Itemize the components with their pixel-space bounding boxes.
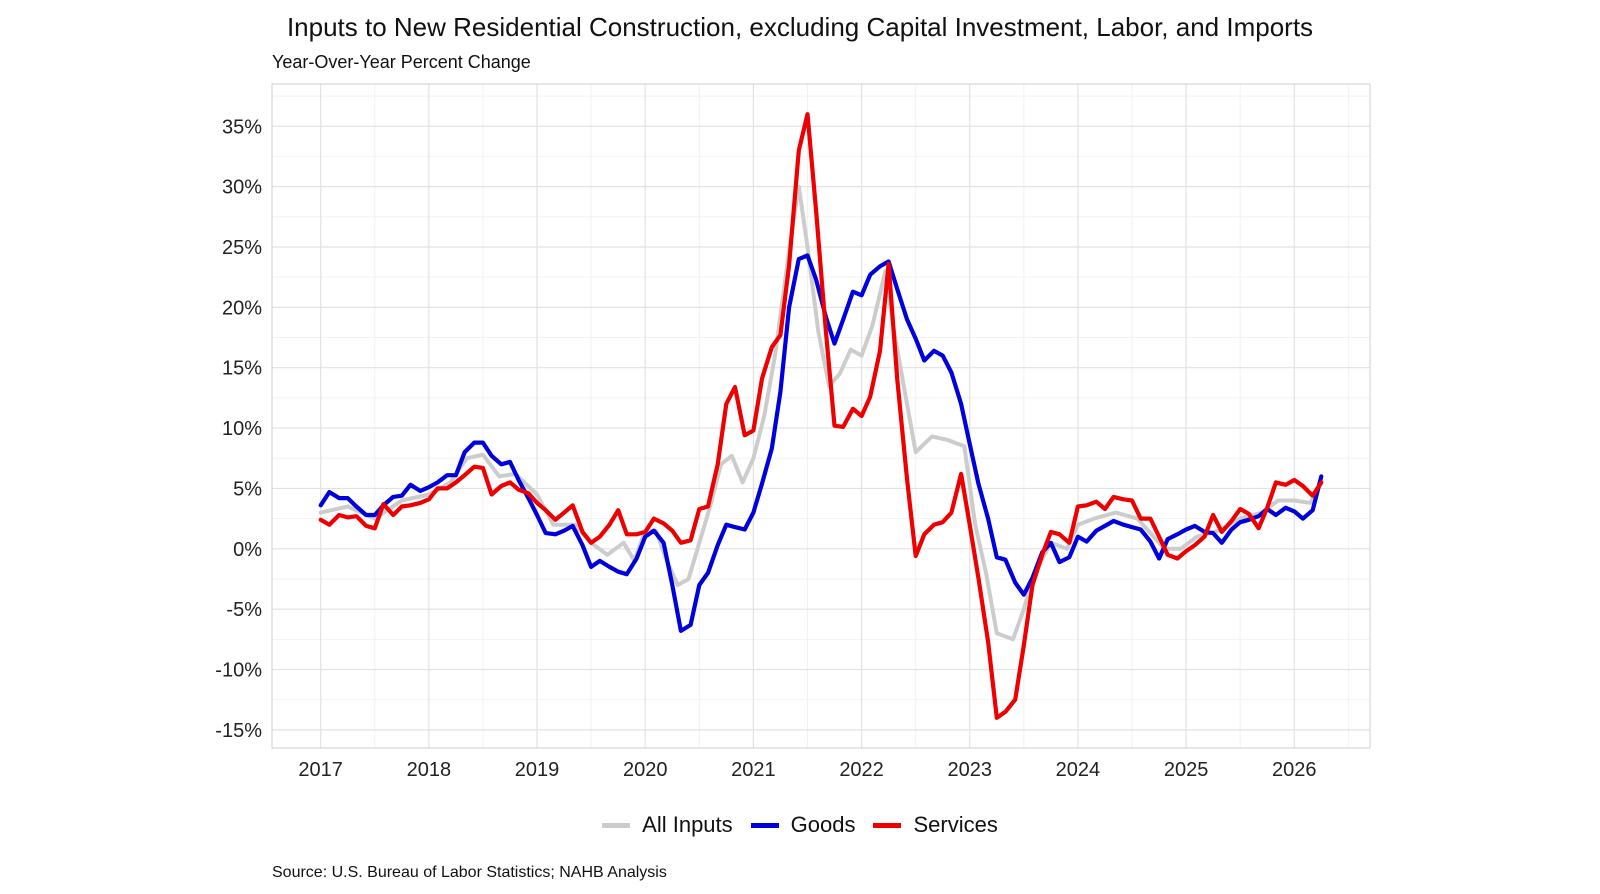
- y-tick-label: -10%: [215, 660, 262, 682]
- y-tick-label: -5%: [226, 599, 262, 621]
- legend-label-goods: Goods: [790, 812, 856, 837]
- x-tick-label: 2026: [1272, 759, 1317, 781]
- x-tick-label: 2017: [298, 759, 343, 781]
- series-line-goods: [318, 253, 1324, 633]
- plot-border: [271, 83, 1371, 749]
- chart-title: Inputs to New Residential Construction, …: [286, 12, 1314, 42]
- y-tick-label: 5%: [233, 478, 262, 500]
- line-chart: 35% 30% 25% 20% 15% 10% 5% 0% -5% -10% -15% 2017 201…: [215, 83, 1371, 781]
- legend-label-all-inputs: All Inputs: [642, 812, 733, 837]
- y-tick-label: -15%: [215, 720, 262, 742]
- axis-layer: 35% 30% 25% 20% 15% 10% 5% 0% -5% -10% -15% 2017 201…: [215, 116, 1316, 781]
- y-tick-label: 20%: [222, 297, 262, 319]
- legend-label-services: Services: [913, 812, 998, 837]
- y-tick-label: 0%: [233, 539, 262, 561]
- x-tick-label: 2021: [731, 759, 776, 781]
- x-tick-label: 2023: [947, 759, 992, 781]
- legend-swatch-services: [873, 822, 902, 828]
- source-note: Source: U.S. Bureau of Labor Statistics;…: [272, 864, 667, 881]
- chart-subtitle: Year-Over-Year Percent Change: [272, 52, 531, 72]
- legend: All Inputs Goods Services: [0, 812, 1600, 838]
- y-tick-label: 10%: [222, 418, 262, 440]
- legend-item-goods: Goods: [750, 812, 856, 838]
- grid-layer: [272, 84, 1370, 748]
- x-tick-label: 2019: [515, 759, 560, 781]
- x-tick-label: 2025: [1164, 759, 1209, 781]
- y-tick-label: 25%: [222, 237, 262, 259]
- legend-item-services: Services: [873, 812, 998, 838]
- y-tick-label: 15%: [222, 358, 262, 380]
- series-layer: [318, 112, 1324, 720]
- x-tick-label: 2024: [1056, 759, 1101, 781]
- legend-item-all-inputs: All Inputs: [602, 812, 733, 838]
- series-line-services: [318, 112, 1324, 720]
- legend-swatch-all-inputs: [602, 822, 631, 828]
- x-tick-label: 2020: [623, 759, 668, 781]
- x-tick-label: 2018: [407, 759, 452, 781]
- x-tick-label: 2022: [839, 759, 884, 781]
- y-tick-label: 30%: [222, 177, 262, 199]
- y-tick-label: 35%: [222, 116, 262, 138]
- legend-swatch-goods: [750, 822, 779, 828]
